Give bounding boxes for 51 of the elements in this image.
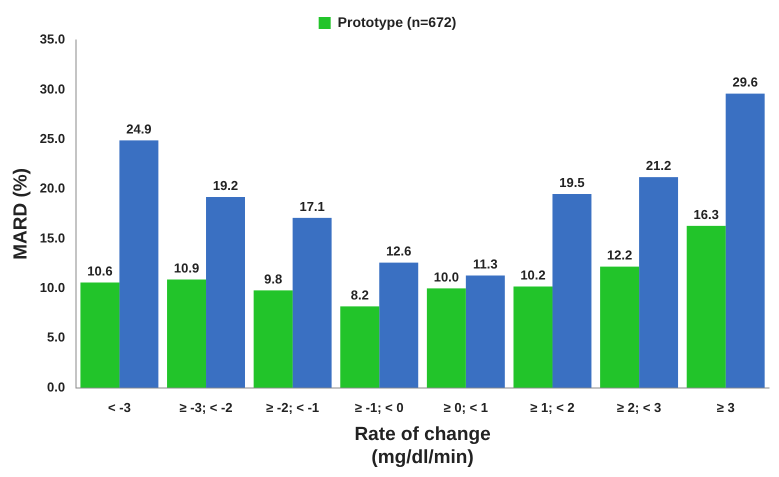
- y-tick-label: 5.0: [47, 330, 66, 345]
- data-label: 10.6: [87, 264, 113, 279]
- bar: [552, 194, 592, 388]
- y-tick-label: 0.0: [47, 379, 66, 394]
- y-tick-label: 20.0: [40, 180, 66, 196]
- bar: [254, 290, 293, 388]
- bar: [513, 286, 552, 388]
- data-label: 24.9: [126, 121, 152, 136]
- data-label: 29.6: [732, 74, 758, 90]
- data-label: 10.9: [174, 260, 200, 276]
- bar: [206, 197, 245, 388]
- x-axis-title: Rate of change (mg/dl/min): [354, 424, 491, 468]
- data-label: 17.1: [299, 198, 325, 214]
- bar: [167, 279, 206, 388]
- y-tick-label: 35.0: [40, 32, 66, 47]
- y-tick-label: 15.0: [40, 230, 66, 246]
- bar: [379, 262, 418, 388]
- data-label: 19.2: [212, 178, 238, 194]
- bar: [686, 226, 726, 388]
- data-label: 12.6: [386, 244, 412, 259]
- x-tick-label: < -3: [108, 400, 131, 416]
- data-label: 21.2: [646, 158, 672, 174]
- data-label: 16.3: [694, 206, 719, 222]
- x-tick-label: ≥ -2; < -1: [266, 400, 320, 416]
- data-label: 9.8: [264, 271, 282, 286]
- bar: [726, 94, 765, 388]
- x-tick-label: ≥ 1; < 2: [530, 400, 575, 416]
- x-tick-label: ≥ 0; < 1: [444, 400, 488, 416]
- bar: [466, 276, 505, 388]
- data-label: 12.2: [606, 248, 632, 263]
- data-label: 10.2: [520, 268, 546, 283]
- data-label: 19.5: [559, 175, 585, 190]
- bar: [600, 266, 640, 388]
- y-tick-label: 30.0: [40, 81, 66, 96]
- x-tick-label: ≥ 2; < 3: [616, 400, 662, 416]
- data-label: 8.2: [350, 287, 369, 302]
- bar: [119, 140, 158, 388]
- bar: [80, 282, 120, 388]
- data-label: 10.0: [434, 270, 460, 285]
- y-tick-label: 25.0: [40, 130, 66, 146]
- x-tick-label: ≥ 3: [716, 400, 735, 416]
- y-tick-label: 10.0: [40, 280, 66, 296]
- x-tick-label: ≥ -1; < 0: [354, 400, 404, 416]
- bar: [426, 288, 466, 388]
- bar: [340, 306, 380, 388]
- legend-label: Prototype (n=672): [338, 14, 456, 30]
- y-axis-title: MARD (%): [10, 168, 32, 260]
- data-label: 11.3: [473, 256, 498, 272]
- x-tick-label: ≥ -3; < -2: [180, 400, 233, 416]
- bar: [292, 218, 332, 388]
- bar: [639, 177, 678, 388]
